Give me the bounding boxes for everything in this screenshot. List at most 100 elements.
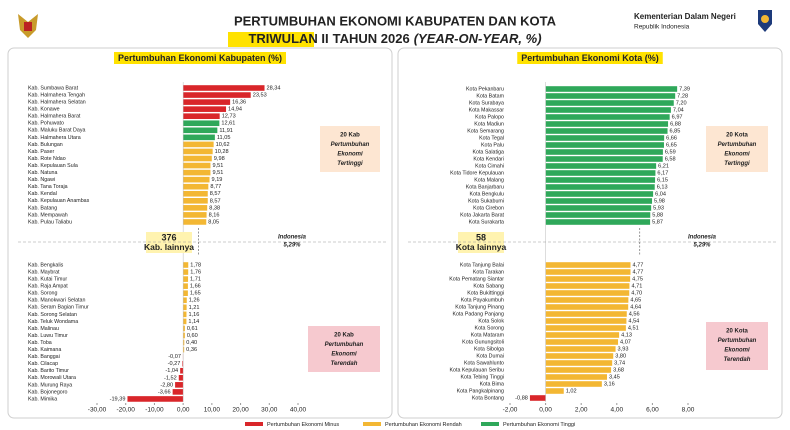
callout-text: Terendah [724, 357, 751, 363]
bar [183, 198, 208, 204]
bar [183, 113, 220, 119]
category-label: Kab. Halmahera Utara [28, 135, 81, 141]
callout-text: 20 Kab [334, 333, 354, 339]
category-label: Kota Banjarbaru [466, 184, 504, 190]
legend-label: Pertumbuhan Ekonomi Tinggi [503, 422, 575, 428]
bar [175, 382, 184, 388]
value-label: 9,51 [212, 163, 223, 169]
category-label: Kota Tarakan [473, 269, 504, 275]
others-count: 58 [476, 232, 486, 242]
category-label: Kota Sibolga [474, 346, 504, 352]
category-label: Kota Tanjung Balai [460, 262, 504, 268]
x-tick-label: 0,00 [539, 407, 552, 414]
panel-title: Pertumbuhan Ekonomi Kota (%) [521, 53, 659, 63]
value-label: 5,87 [652, 219, 663, 225]
x-tick-label: 6,00 [646, 407, 659, 414]
category-label: Kota Semarang [467, 128, 504, 134]
bar [545, 388, 564, 394]
bar [545, 128, 668, 134]
value-label: 6,21 [658, 163, 669, 169]
others-count: 376 [161, 232, 176, 242]
category-label: Kota Jakarta Barat [460, 212, 504, 218]
value-label: 0,40 [186, 340, 197, 346]
reference-value: 5,29% [283, 243, 301, 249]
category-label: Kab. Bulungan [28, 142, 63, 148]
value-label: 12,73 [222, 114, 236, 120]
bar [183, 205, 208, 211]
value-label: 3,93 [618, 346, 629, 352]
callout-text: Terendah [331, 361, 358, 367]
category-label: Kab. Halmahera Tengah [28, 92, 85, 98]
category-label: Kab. Kendal [28, 191, 57, 197]
reference-value: 5,29% [693, 243, 711, 249]
value-label: 0,61 [187, 326, 198, 332]
reference-name: Indonesia [688, 235, 717, 241]
category-label: Kota Malang [474, 177, 504, 183]
value-label: 1,21 [189, 305, 200, 311]
bar [545, 86, 678, 92]
value-label: 6,15 [657, 177, 668, 183]
bar [183, 311, 187, 318]
value-label: 0,36 [186, 347, 197, 353]
bar [545, 290, 630, 296]
value-label: 7,20 [676, 100, 687, 106]
x-tick-label: 40,00 [290, 407, 307, 414]
category-label: Kab. Maluku Barat Daya [28, 128, 85, 134]
category-label: Kota Sorong [475, 325, 505, 331]
category-label: Kab. Ngawi [28, 177, 55, 183]
value-label: 3,45 [609, 374, 620, 380]
category-label: Kota Sabang [473, 283, 504, 289]
value-label: 4,70 [631, 290, 642, 296]
panel-title-highlight [113, 52, 287, 64]
subtitle-part: TAHUN 2026 [333, 31, 410, 46]
value-label: 12,61 [221, 121, 235, 127]
value-label: 10,28 [215, 149, 229, 155]
category-label: Kab. Kaimana [28, 347, 61, 353]
bar [183, 297, 187, 304]
value-label: -0,27 [168, 361, 181, 367]
bar [545, 276, 631, 282]
x-tick-label: 10,00 [204, 407, 221, 414]
category-label: Kab. Sumbawa Barat [28, 85, 79, 91]
category-label: Kota Dumai [476, 353, 504, 359]
value-label: 6,66 [666, 135, 677, 141]
value-label: 1,78 [190, 262, 201, 268]
callout-text: 20 Kota [726, 133, 748, 139]
category-label: Kab. Raja Ampat [28, 284, 68, 290]
value-label: 4,07 [620, 339, 631, 345]
bar [545, 311, 627, 317]
bar [545, 346, 616, 352]
x-tick-label: -30,00 [88, 407, 107, 414]
callout-text: Pertumbuhan [331, 142, 370, 148]
value-label: 1,14 [188, 319, 199, 325]
value-label: 1,66 [190, 284, 201, 290]
category-label: Kota Pematang Siantar [449, 276, 504, 282]
value-label: 10,62 [216, 142, 230, 148]
reference-name: Indonesia [278, 235, 307, 241]
callout-text: Ekonomi [331, 352, 357, 358]
value-label: 8,38 [209, 205, 220, 211]
bar [183, 134, 215, 141]
bar [183, 262, 189, 268]
bar [183, 332, 185, 339]
category-label: Kota Surabaya [469, 100, 504, 106]
category-label: Kab. Malinau [28, 326, 59, 332]
value-label: 4,54 [628, 318, 639, 324]
bar [545, 184, 655, 190]
callout-text: Pertumbuhan [325, 342, 364, 348]
legend-label: Pertumbuhan Ekonomi Rendah [385, 422, 462, 428]
bar [545, 360, 613, 366]
bar [183, 190, 208, 197]
category-label: Kota Pekanbaru [466, 86, 504, 92]
others-label: Kab. lainnya [144, 242, 194, 252]
subtitle-part: TRIWULAN II [248, 31, 328, 46]
bar [183, 148, 213, 155]
category-label: Kab. Konawe [28, 107, 60, 113]
category-label: Kota Makassar [469, 107, 505, 113]
category-label: Kota Bima [480, 381, 504, 387]
bar [545, 367, 612, 373]
bar [183, 304, 187, 311]
bar [172, 389, 184, 395]
category-label: Kab. Morowali Utara [28, 375, 76, 381]
